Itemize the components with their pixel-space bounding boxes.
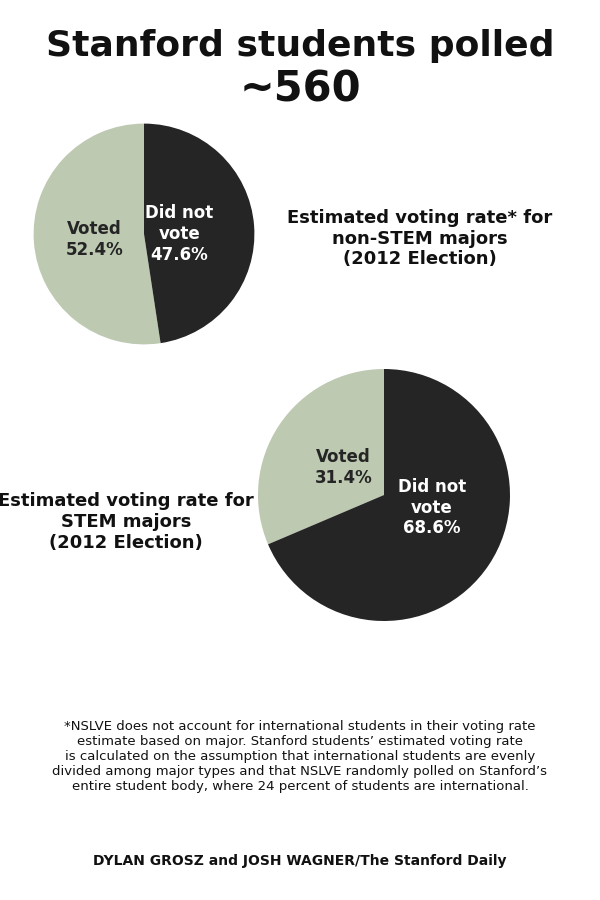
Text: *NSLVE does not account for international students in their voting rate
estimate: *NSLVE does not account for internationa… bbox=[53, 720, 548, 793]
Text: Did not
vote
47.6%: Did not vote 47.6% bbox=[145, 204, 214, 264]
Text: Estimated voting rate* for
non-STEM majors
(2012 Election): Estimated voting rate* for non-STEM majo… bbox=[287, 209, 553, 268]
Text: Estimated voting rate for
STEM majors
(2012 Election): Estimated voting rate for STEM majors (2… bbox=[0, 492, 254, 552]
Text: DYLAN GROSZ and JOSH WAGNER/The Stanford Daily: DYLAN GROSZ and JOSH WAGNER/The Stanford… bbox=[93, 854, 507, 868]
Text: ~560: ~560 bbox=[239, 68, 361, 111]
Wedge shape bbox=[34, 123, 161, 345]
Text: Stanford students polled: Stanford students polled bbox=[46, 29, 554, 63]
Text: Voted
52.4%: Voted 52.4% bbox=[65, 220, 123, 259]
Text: Voted
31.4%: Voted 31.4% bbox=[315, 448, 373, 487]
Wedge shape bbox=[258, 369, 384, 544]
Wedge shape bbox=[144, 123, 254, 343]
Wedge shape bbox=[268, 369, 510, 621]
Text: Did not
vote
68.6%: Did not vote 68.6% bbox=[398, 478, 466, 537]
